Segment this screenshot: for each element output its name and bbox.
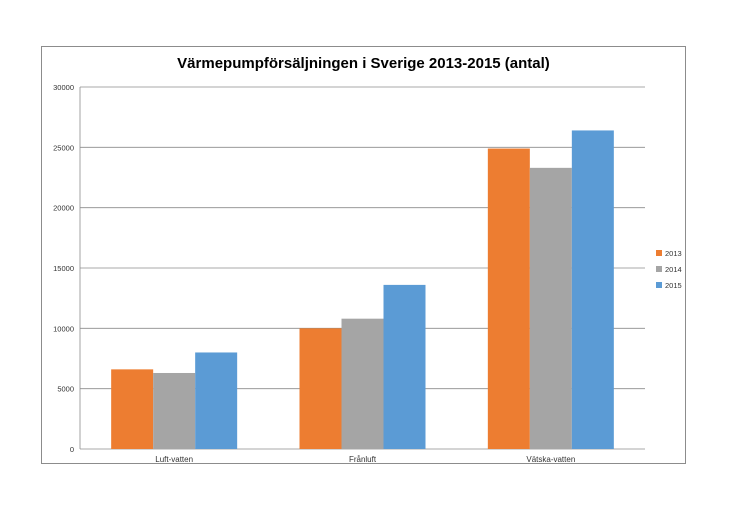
y-tick-label: 30000: [53, 83, 74, 92]
legend-swatch-2015: [656, 282, 662, 288]
y-tick-label: 25000: [53, 143, 74, 152]
bar-2013-Vätska-vatten: [487, 148, 530, 449]
legend-swatch-2014: [656, 266, 662, 272]
legend-label-2015: 2015: [665, 281, 682, 290]
axes: 0 5000 10000 15000 20000 25000 30000 Luft-vatte…: [53, 83, 575, 463]
y-tick-label: 15000: [53, 264, 74, 273]
legend: 2013 2014 2015: [656, 249, 682, 290]
bar-2015-Frånluft: [383, 284, 426, 449]
x-category-label: Frånluft: [349, 455, 377, 463]
bar-2015-Vätska-vatten: [571, 130, 614, 449]
y-tick-label: 0: [70, 445, 74, 454]
bar-2013-Frånluft: [299, 328, 342, 449]
legend-label-2014: 2014: [665, 265, 682, 274]
chart-svg: 0 5000 10000 15000 20000 25000 30000 Luft-vatte…: [53, 83, 682, 463]
chart-frame: Värmepumpförsäljningen i Sverige 2013-20…: [41, 46, 686, 464]
bar-2013-Luft-vatten: [111, 369, 154, 449]
y-tick-label: 5000: [57, 385, 74, 394]
legend-label-2013: 2013: [665, 249, 682, 258]
bar-2014-Luft-vatten: [153, 372, 196, 449]
bar-2015-Luft-vatten: [195, 352, 238, 449]
bars: [111, 130, 614, 449]
legend-swatch-2013: [656, 250, 662, 256]
bar-2014-Frånluft: [341, 318, 384, 449]
x-category-label: Vätska-vatten: [526, 455, 575, 463]
chart-title: Värmepumpförsäljningen i Sverige 2013-20…: [177, 55, 550, 72]
x-category-label: Luft-vatten: [155, 455, 193, 463]
y-tick-label: 10000: [53, 324, 74, 333]
bar-2014-Vätska-vatten: [529, 167, 572, 449]
y-tick-label: 20000: [53, 204, 74, 213]
